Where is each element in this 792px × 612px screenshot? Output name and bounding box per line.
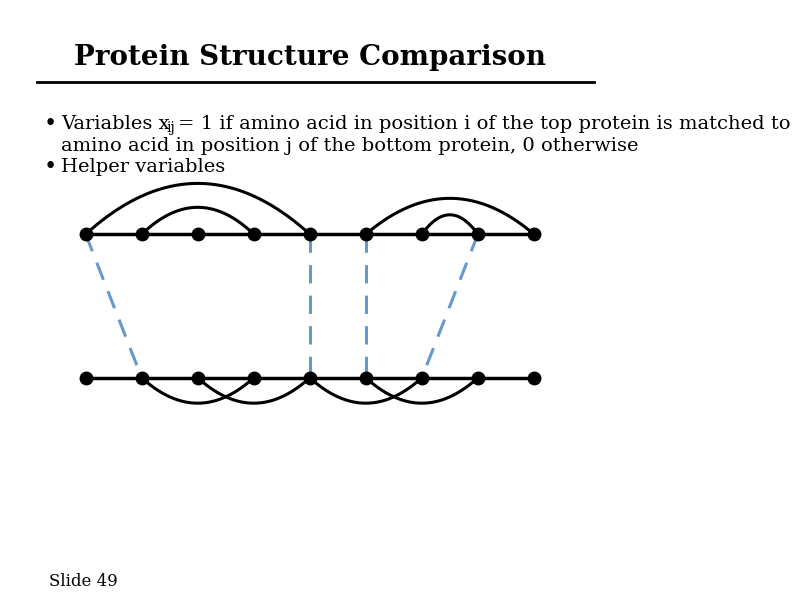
Text: Slide 49: Slide 49 xyxy=(49,573,118,589)
Text: •: • xyxy=(44,113,56,135)
Text: amino acid in position j of the bottom protein, 0 otherwise: amino acid in position j of the bottom p… xyxy=(62,136,639,155)
Text: ij: ij xyxy=(167,121,176,135)
Text: Helper variables: Helper variables xyxy=(62,159,226,176)
Text: = 1 if amino acid in position i of the top protein is matched to: = 1 if amino acid in position i of the t… xyxy=(178,114,791,133)
Text: Variables x: Variables x xyxy=(62,114,170,133)
Text: •: • xyxy=(44,156,56,178)
Text: Protein Structure Comparison: Protein Structure Comparison xyxy=(74,44,546,71)
